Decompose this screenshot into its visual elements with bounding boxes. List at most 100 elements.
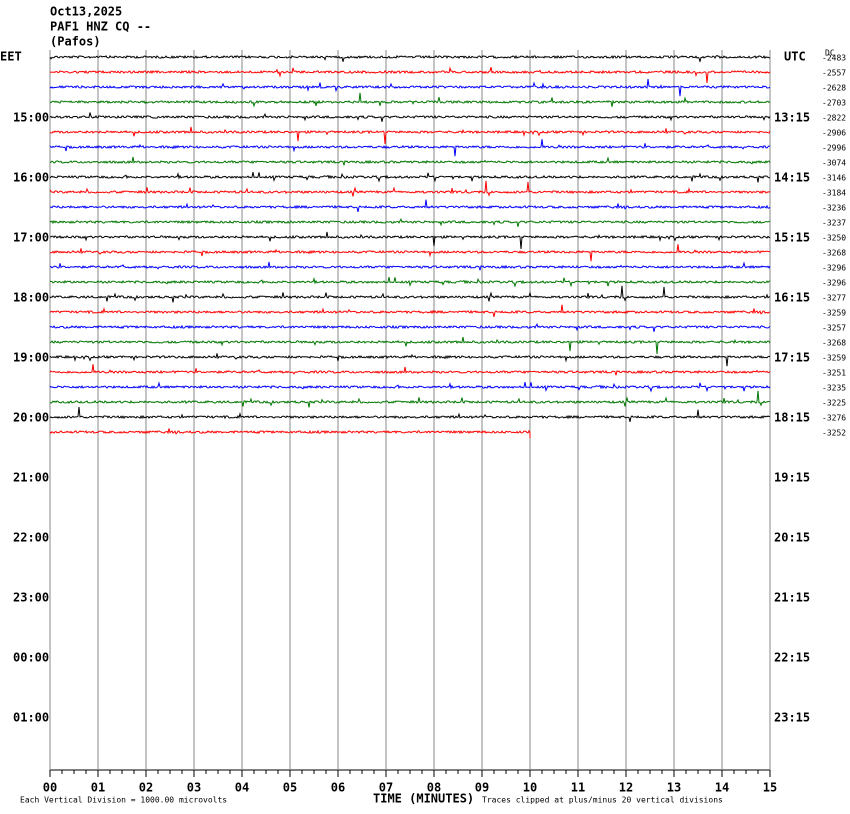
trace: [49, 112, 771, 122]
dc-label: -3259: [822, 354, 846, 363]
trace: [49, 428, 531, 435]
dc-label: -3257: [822, 324, 846, 333]
utc-label: 18:15: [774, 411, 810, 425]
dc-label: -3296: [822, 264, 846, 273]
trace: [49, 156, 771, 166]
right-title: UTC: [784, 50, 806, 64]
trace: [49, 218, 771, 227]
utc-label: 16:15: [774, 291, 810, 305]
dc-label: -3146: [822, 174, 846, 183]
dc-label: -2906: [822, 129, 846, 138]
eet-label: 20:00: [13, 411, 49, 425]
dc-label: -2557: [822, 69, 846, 78]
x-tick-label: 09: [475, 781, 489, 795]
trace: [49, 79, 771, 97]
utc-label: 14:15: [774, 171, 810, 185]
dc-label: -3237: [822, 219, 846, 228]
trace: [49, 92, 771, 108]
eet-label: 16:00: [13, 171, 49, 185]
trace: [49, 276, 771, 288]
x-tick-label: 12: [619, 781, 633, 795]
utc-label: 15:15: [774, 231, 810, 245]
trace: [49, 261, 771, 271]
utc-label: 20:15: [774, 531, 810, 545]
x-tick-label: 04: [235, 781, 249, 795]
dc-label: -2703: [822, 99, 846, 108]
dc-label: -3184: [822, 189, 846, 198]
utc-label: 17:15: [774, 351, 810, 365]
dc-label: -2628: [822, 84, 846, 93]
utc-label: 19:15: [774, 471, 810, 485]
dc-title: DC: [825, 49, 835, 58]
eet-label: 22:00: [13, 531, 49, 545]
eet-label: 17:00: [13, 231, 49, 245]
trace: [49, 285, 771, 303]
dc-label: -2822: [822, 114, 846, 123]
trace: [49, 364, 771, 376]
trace: [49, 66, 771, 83]
x-tick-label: 05: [283, 781, 297, 795]
dc-label: -3251: [822, 369, 846, 378]
eet-label: 01:00: [13, 711, 49, 725]
x-tick-label: 10: [523, 781, 537, 795]
utc-label: 22:15: [774, 651, 810, 665]
utc-label: 23:15: [774, 711, 810, 725]
dc-label: -2996: [822, 144, 846, 153]
x-tick-label: 13: [667, 781, 681, 795]
header-line: Oct13,2025: [50, 5, 122, 19]
dc-label: -3277: [822, 294, 846, 303]
x-tick-label: 15: [763, 781, 777, 795]
x-tick-label: 02: [139, 781, 153, 795]
x-tick-label: 03: [187, 781, 201, 795]
x-tick-label: 14: [715, 781, 729, 795]
trace: [50, 336, 771, 354]
eet-label: 19:00: [13, 351, 49, 365]
trace: [49, 353, 771, 367]
scale-note: Each Vertical Division = 1000.00 microvo…: [20, 796, 227, 805]
trace: [49, 139, 770, 157]
dc-label: -3250: [822, 234, 846, 243]
trace: [49, 54, 771, 62]
dc-label: -2483: [822, 54, 846, 63]
trace: [49, 231, 771, 249]
dc-label: -3268: [822, 339, 846, 348]
dc-label: -3074: [822, 159, 846, 168]
trace: [49, 381, 771, 393]
dc-label: -3252: [822, 429, 846, 438]
x-tick-label: 07: [379, 781, 393, 795]
trace: [49, 199, 771, 213]
trace: [49, 323, 771, 332]
x-tick-label: 11: [571, 781, 585, 795]
eet-label: 00:00: [13, 651, 49, 665]
utc-label: 21:15: [774, 591, 810, 605]
x-axis-label: TIME (MINUTES): [373, 792, 474, 806]
dc-label: -3259: [822, 309, 846, 318]
header-line: PAF1 HNZ CQ --: [50, 20, 151, 34]
eet-label: 15:00: [13, 111, 49, 125]
trace: [49, 180, 771, 197]
x-tick-label: 06: [331, 781, 345, 795]
trace: [49, 390, 771, 408]
eet-label: 18:00: [13, 291, 49, 305]
trace: [49, 406, 771, 423]
trace: [49, 171, 771, 183]
dc-label: -3276: [822, 414, 846, 423]
x-tick-label: 00: [43, 781, 57, 795]
dc-label: -3225: [822, 399, 846, 408]
eet-label: 21:00: [13, 471, 49, 485]
header-line: (Pafos): [50, 35, 101, 49]
left-title: EET: [0, 50, 22, 64]
trace: [50, 126, 771, 144]
trace: [49, 304, 771, 318]
dc-label: -3268: [822, 249, 846, 258]
x-tick-label: 01: [91, 781, 105, 795]
utc-label: 13:15: [774, 111, 810, 125]
clip-note: Traces clipped at plus/minus 20 vertical…: [482, 796, 723, 805]
trace: [50, 244, 771, 262]
dc-label: -3236: [822, 204, 846, 213]
eet-label: 23:00: [13, 591, 49, 605]
x-tick-label: 08: [427, 781, 441, 795]
dc-label: -3296: [822, 279, 846, 288]
dc-label: -3235: [822, 384, 846, 393]
